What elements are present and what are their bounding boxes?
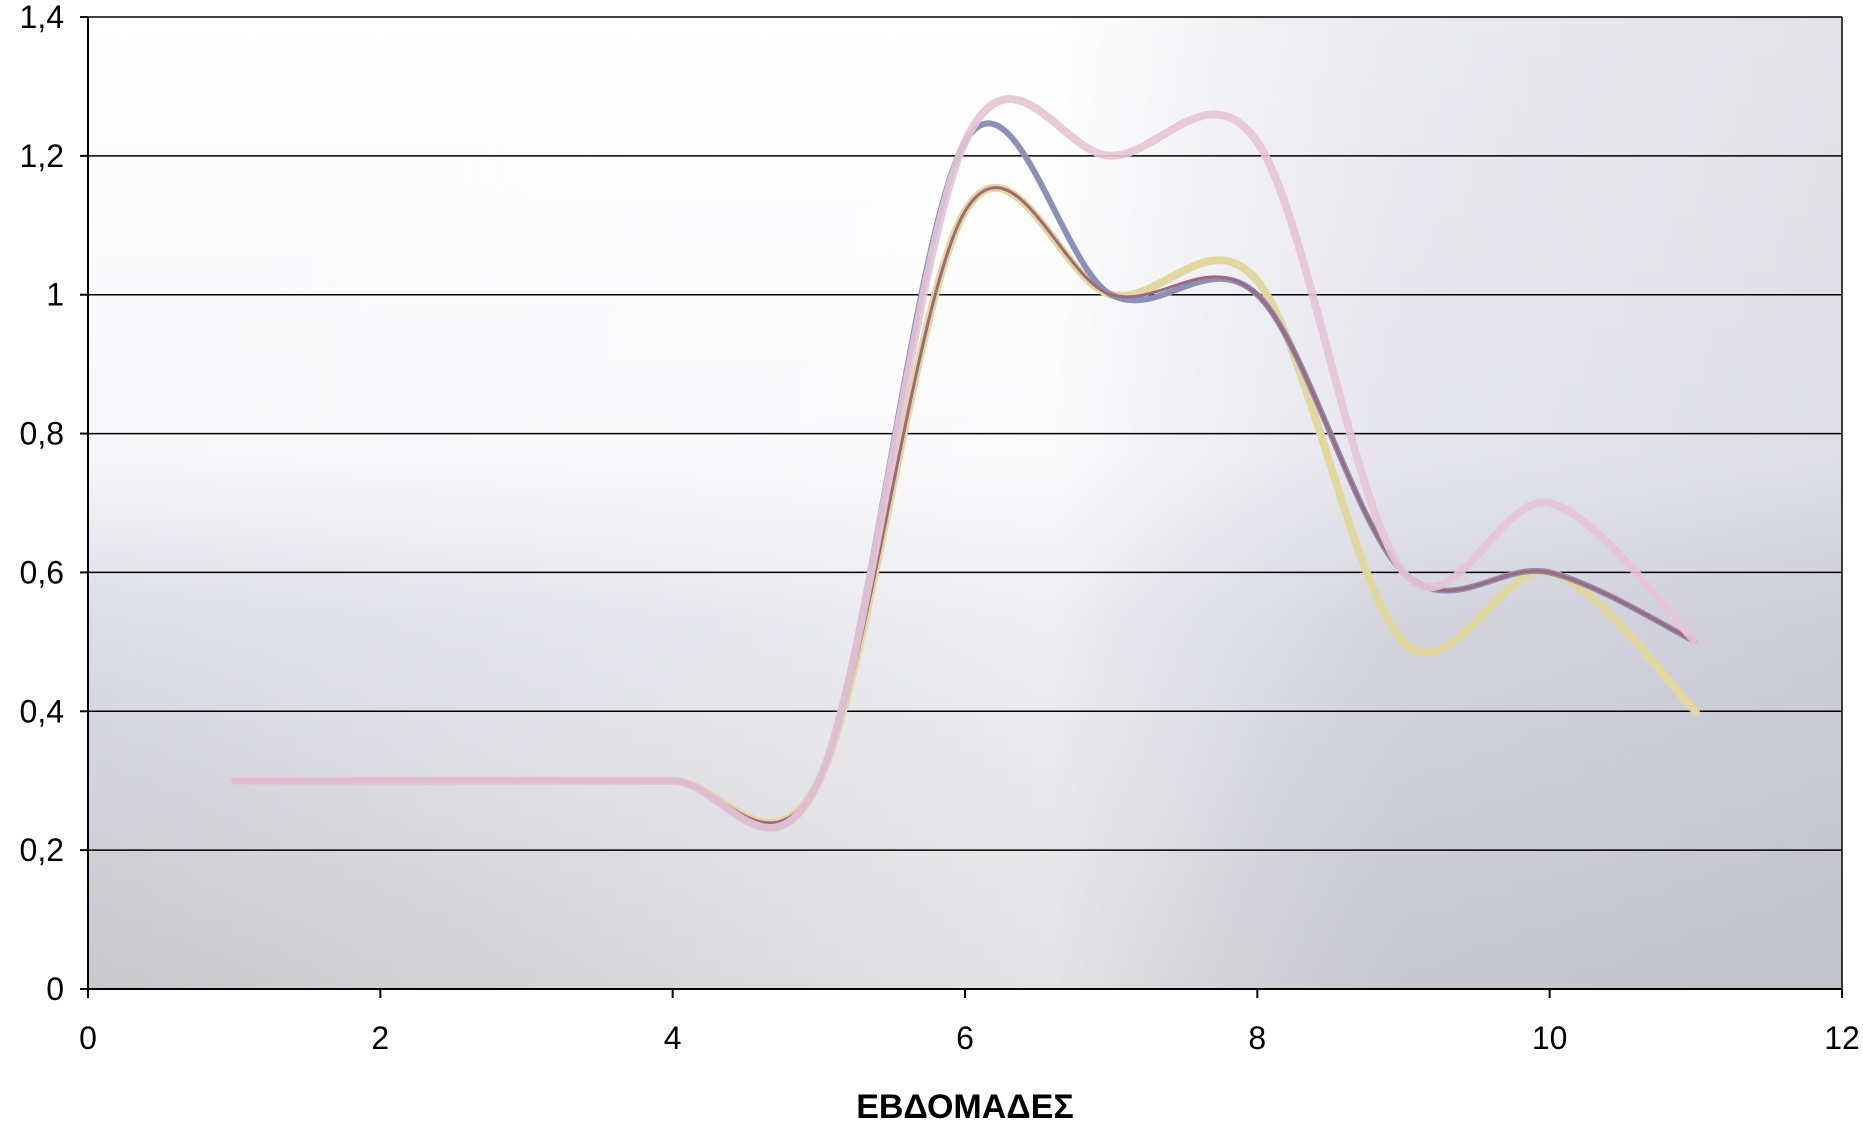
x-tick-label: 12 bbox=[1824, 1020, 1860, 1056]
y-tick-label: 1,4 bbox=[20, 0, 64, 35]
x-tick-label: 2 bbox=[371, 1020, 389, 1056]
y-tick-label: 0,8 bbox=[20, 416, 64, 452]
x-axis-title: ΕΒΔΟΜΑΔΕΣ bbox=[856, 1088, 1074, 1126]
y-tick-label: 0 bbox=[46, 971, 64, 1007]
x-tick-label: 0 bbox=[79, 1020, 97, 1056]
tick-labels: 0 0,2 0,4 0,6 0,8 1 1,2 1,4 0 2 4 6 8 10 12 bbox=[20, 0, 1860, 1056]
y-tick-label: 0,2 bbox=[20, 832, 64, 868]
x-tick-label: 10 bbox=[1532, 1020, 1568, 1056]
y-tick-label: 1,2 bbox=[20, 138, 64, 174]
y-tick-label: 1 bbox=[46, 277, 64, 313]
x-tick-label: 4 bbox=[664, 1020, 682, 1056]
y-tick-label: 0,6 bbox=[20, 554, 64, 590]
axes bbox=[80, 16, 1843, 998]
plot-area-shade bbox=[88, 17, 1842, 989]
y-tick-label: 0,4 bbox=[20, 693, 64, 729]
x-tick-label: 8 bbox=[1248, 1020, 1266, 1056]
series-line-4 bbox=[230, 95, 1700, 832]
series-layer bbox=[230, 95, 1700, 832]
x-tick-label: 6 bbox=[956, 1020, 974, 1056]
